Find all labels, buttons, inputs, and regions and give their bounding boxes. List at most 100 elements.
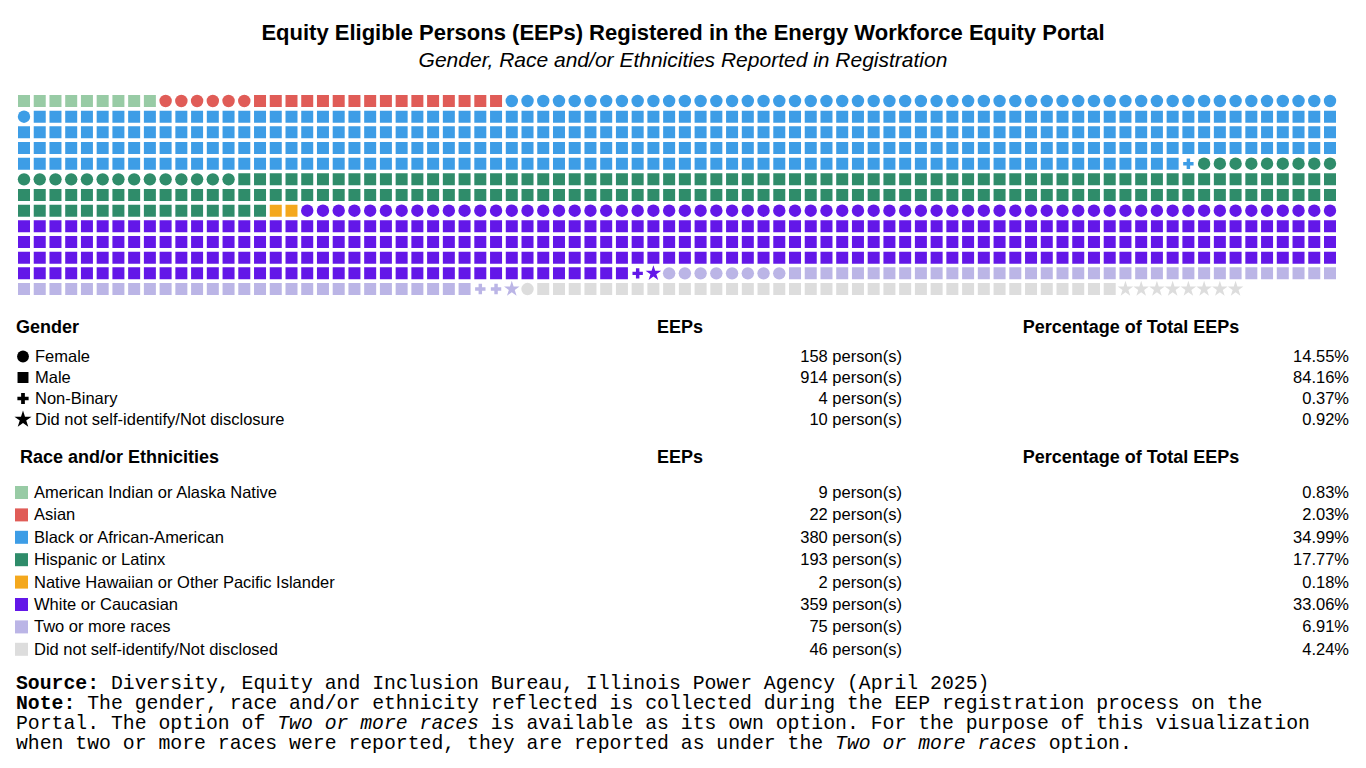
waffle-unit (663, 283, 675, 295)
waffle-unit (443, 236, 455, 248)
percentage: 0.18% (1302, 573, 1349, 591)
waffle-unit (915, 204, 927, 216)
waffle-unit (616, 95, 628, 107)
waffle-unit (128, 205, 140, 217)
note-line: Note:The gender, race and/or ethnicity r… (16, 693, 1262, 715)
count-unit: person(s) (832, 617, 902, 635)
waffle-unit (191, 173, 203, 185)
waffle-unit (1182, 95, 1194, 107)
count: 359person(s) (800, 595, 902, 613)
waffle-unit (663, 173, 675, 185)
waffle-unit (285, 252, 297, 264)
waffle-unit (112, 95, 124, 107)
waffle-unit (1088, 267, 1100, 279)
waffle-unit (663, 220, 675, 232)
waffle-unit (883, 283, 895, 295)
waffle-unit (1025, 111, 1037, 123)
waffle-unit (490, 189, 502, 201)
waffle-unit (207, 126, 219, 138)
waffle-unit (1214, 173, 1226, 185)
waffle-unit (1072, 111, 1084, 123)
legend-label: American Indian or Alaska Native (34, 483, 277, 501)
percentage-unit: % (1334, 505, 1349, 523)
waffle-unit (1072, 158, 1084, 170)
waffle-unit (285, 205, 297, 217)
waffle-unit (1167, 189, 1179, 201)
waffle-unit (1230, 189, 1242, 201)
waffle-unit (616, 267, 628, 279)
count-unit: person(s) (832, 550, 902, 568)
waffle-unit (522, 252, 534, 264)
waffle-unit (632, 189, 644, 201)
waffle-unit (1277, 142, 1289, 154)
waffle-unit (1308, 157, 1320, 169)
percentage: 84.16% (1293, 368, 1349, 386)
waffle-unit (836, 158, 848, 170)
waffle-unit (396, 220, 408, 232)
waffle-unit (144, 95, 156, 107)
waffle-unit (65, 95, 77, 107)
waffle-unit (553, 204, 565, 216)
waffle-unit (1056, 204, 1068, 216)
waffle-unit (396, 236, 408, 248)
waffle-unit (742, 236, 754, 248)
waffle-unit (1072, 95, 1084, 107)
waffle-unit (364, 204, 376, 216)
waffle-unit (852, 158, 864, 170)
waffle-unit (238, 111, 250, 123)
count: 46person(s) (809, 640, 902, 658)
waffle-unit (1057, 267, 1069, 279)
waffle-unit (1025, 189, 1037, 201)
waffle-unit (207, 205, 219, 217)
waffle-unit (301, 142, 313, 154)
waffle-unit (411, 95, 423, 107)
waffle-unit (679, 283, 691, 295)
waffle-unit (301, 220, 313, 232)
waffle-unit (1057, 142, 1069, 154)
waffle-unit (584, 126, 596, 138)
waffle-unit (380, 236, 392, 248)
waffle-unit (65, 189, 77, 201)
waffle-unit (65, 236, 77, 248)
waffle-unit (805, 111, 817, 123)
waffle-unit (820, 142, 832, 154)
waffle-unit (474, 189, 486, 201)
waffle-unit (899, 142, 911, 154)
waffle-unit (1214, 142, 1226, 154)
waffle-unit (836, 95, 848, 107)
waffle-unit (81, 252, 93, 264)
waffle-unit (144, 205, 156, 217)
waffle-unit (317, 95, 329, 107)
waffle-unit (1009, 158, 1021, 170)
waffle-unit (1261, 252, 1273, 264)
waffle-unit (112, 220, 124, 232)
waffle-unit (380, 267, 392, 279)
waffle-unit (695, 189, 707, 201)
waffle-unit (364, 126, 376, 138)
waffle-unit (474, 267, 486, 279)
waffle-unit (820, 111, 832, 123)
waffle-unit (1119, 267, 1131, 279)
waffle-unit (569, 204, 581, 216)
waffle-unit (852, 252, 864, 264)
legend-symbol (14, 411, 31, 427)
waffle-unit (396, 126, 408, 138)
waffle-unit (285, 236, 297, 248)
waffle-unit (191, 158, 203, 170)
waffle-unit (1041, 220, 1053, 232)
waffle-unit (647, 111, 659, 123)
waffle-unit (1182, 142, 1194, 154)
column-heading: EEPs (657, 447, 703, 467)
waffle-unit (646, 265, 662, 280)
waffle-unit (616, 283, 628, 295)
waffle-unit (789, 267, 801, 279)
legend-label: Two or more races (34, 617, 171, 635)
waffle-unit (18, 252, 30, 264)
waffle-unit (899, 126, 911, 138)
waffle-unit (18, 236, 30, 248)
waffle-unit (254, 142, 266, 154)
waffle-unit (427, 267, 439, 279)
waffle-unit (1183, 158, 1193, 168)
waffle-unit (1230, 252, 1242, 264)
waffle-unit (191, 205, 203, 217)
